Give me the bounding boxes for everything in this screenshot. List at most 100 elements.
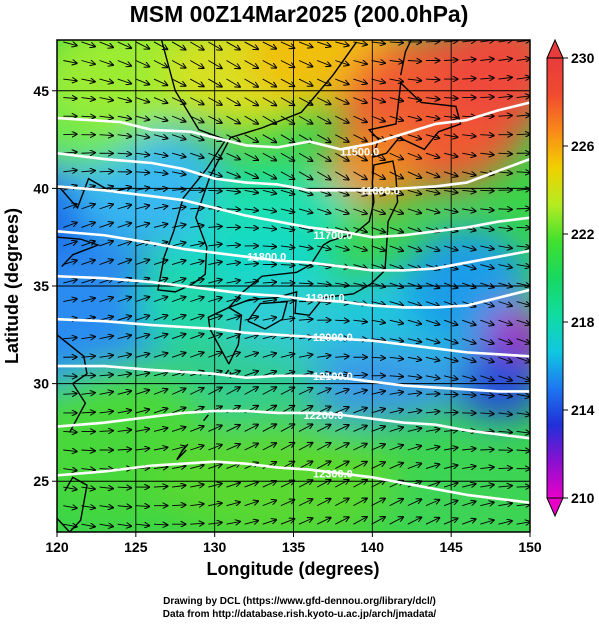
- contour-label: 11900.0: [305, 293, 344, 305]
- wind-arrow: [371, 302, 385, 305]
- wind-arrow: [353, 134, 366, 142]
- wind-arrow: [190, 60, 203, 69]
- wind-arrow: [371, 97, 385, 102]
- wind-arrow: [407, 227, 421, 232]
- wind-arrow: [498, 356, 511, 362]
- wind-arrow: [425, 116, 439, 119]
- coastline: [203, 414, 209, 422]
- wind-arrow: [280, 500, 294, 507]
- wind-arrow: [280, 152, 294, 161]
- wind-arrow: [425, 171, 439, 177]
- wind-arrow: [389, 445, 403, 451]
- wind-arrow: [171, 134, 185, 140]
- wind-arrow: [117, 391, 131, 395]
- wind-arrow: [444, 412, 457, 413]
- wind-arrow: [280, 189, 294, 194]
- wind-arrow: [280, 97, 294, 106]
- wind-arrow: [298, 208, 312, 213]
- wind-arrow: [99, 241, 113, 247]
- wind-arrow: [226, 280, 239, 283]
- wind-arrow: [208, 426, 221, 432]
- wind-arrow: [244, 78, 258, 87]
- wind-arrow: [516, 283, 530, 286]
- wind-arrow: [425, 338, 439, 343]
- wind-arrow: [262, 134, 276, 143]
- wind-arrow: [353, 283, 366, 286]
- height-contour: [57, 460, 530, 505]
- wind-arrow: [81, 116, 94, 117]
- wind-arrow: [135, 97, 149, 103]
- wind-arrow: [425, 135, 439, 138]
- wind-arrow: [444, 60, 457, 61]
- wind-arrow: [117, 335, 131, 339]
- wind-arrow: [280, 227, 294, 230]
- wind-arrow: [280, 60, 294, 68]
- wind-arrow: [335, 42, 348, 46]
- wind-arrow: [480, 97, 493, 98]
- wind-arrow: [316, 425, 330, 432]
- wind-arrow: [262, 300, 276, 302]
- wind-arrow: [371, 499, 385, 507]
- wind-arrow: [171, 242, 185, 245]
- coastline: [57, 236, 101, 267]
- wind-arrow: [99, 392, 113, 395]
- wind-arrow: [462, 319, 475, 325]
- wind-arrow: [190, 352, 203, 358]
- wind-arrow: [389, 245, 403, 251]
- wind-arrow: [480, 449, 493, 450]
- wind-arrow: [153, 97, 167, 103]
- wind-arrow: [371, 391, 385, 394]
- wind-arrow: [335, 134, 348, 142]
- wind-arrow: [407, 499, 421, 507]
- wind-arrow: [135, 297, 149, 303]
- wind-arrow: [407, 376, 421, 378]
- wind-arrow: [244, 134, 258, 142]
- wind-arrow: [443, 245, 457, 250]
- wind-arrow: [262, 60, 276, 68]
- wind-arrow: [244, 425, 258, 432]
- wind-arrow: [262, 481, 276, 488]
- wind-arrow: [389, 339, 403, 342]
- wind-arrow: [171, 260, 185, 265]
- height-contour: [57, 230, 530, 272]
- wind-arrow: [81, 98, 94, 100]
- wind-arrow: [335, 374, 348, 376]
- wind-arrow: [407, 152, 421, 158]
- wind-arrow: [407, 301, 421, 306]
- wind-arrow: [498, 301, 511, 306]
- wind-arrow: [425, 190, 439, 193]
- wind-arrow: [444, 41, 457, 42]
- wind-arrow: [280, 519, 294, 525]
- wind-arrow: [117, 78, 131, 84]
- wind-arrow: [353, 97, 366, 103]
- wind-arrow: [498, 394, 511, 396]
- wind-arrow: [190, 261, 203, 264]
- wind-arrow: [63, 260, 76, 265]
- wind-arrow: [407, 79, 421, 81]
- wind-arrow: [316, 78, 330, 85]
- wind-arrow: [353, 42, 366, 45]
- wind-arrow: [443, 135, 457, 138]
- wind-arrow: [99, 135, 113, 136]
- wind-arrow: [480, 246, 493, 249]
- height-contour-layer: 11500.0 11600.0 11700.0 11800.0 11900.0 12000…: [57, 101, 530, 505]
- wind-arrow: [371, 517, 385, 525]
- wind-arrow: [516, 522, 530, 524]
- wind-arrow: [353, 444, 366, 451]
- x-tick-label: 135: [282, 539, 306, 555]
- wind-arrow: [335, 152, 348, 161]
- wind-arrow: [407, 282, 421, 288]
- wind-arrow: [135, 223, 149, 228]
- contour-label: 12300.0: [313, 468, 353, 480]
- wind-arrow: [244, 317, 258, 320]
- wind-arrow: [208, 171, 221, 177]
- wind-arrow: [81, 506, 94, 508]
- wind-arrow: [172, 172, 185, 175]
- wind-arrow: [316, 443, 330, 451]
- wind-arrow: [389, 115, 403, 120]
- wind-arrow: [389, 463, 403, 469]
- wind-arrow: [99, 41, 113, 47]
- wind-arrow: [172, 207, 185, 209]
- coastline: [57, 334, 88, 433]
